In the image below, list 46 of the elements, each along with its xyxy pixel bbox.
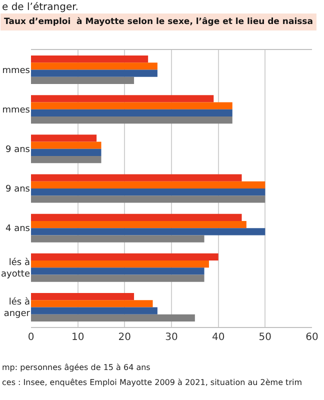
bar bbox=[31, 70, 158, 77]
bar bbox=[31, 253, 218, 261]
bar bbox=[31, 268, 204, 275]
bar bbox=[31, 314, 195, 322]
bar bbox=[31, 102, 232, 110]
x-tick-label: 30 bbox=[165, 332, 178, 343]
bar bbox=[31, 156, 102, 164]
y-tick-label: 4 ans bbox=[6, 224, 30, 234]
x-tick-label: 50 bbox=[258, 332, 272, 343]
bar bbox=[31, 196, 266, 203]
bar bbox=[31, 134, 97, 142]
bar bbox=[31, 62, 158, 70]
bar bbox=[31, 235, 204, 242]
bar bbox=[31, 148, 102, 156]
bar bbox=[31, 228, 266, 236]
bar bbox=[31, 307, 158, 314]
bar bbox=[31, 220, 246, 228]
x-tick-label: 0 bbox=[28, 332, 34, 343]
bar bbox=[31, 109, 232, 116]
y-tick-label: mmes bbox=[2, 66, 30, 76]
bar bbox=[31, 76, 134, 84]
bar bbox=[31, 56, 148, 63]
bar bbox=[31, 274, 204, 282]
y-tick-label: 9 ans bbox=[6, 145, 30, 156]
bar bbox=[31, 214, 242, 221]
x-tick-label: 20 bbox=[118, 332, 132, 343]
x-tick-label: 40 bbox=[212, 332, 225, 343]
bar bbox=[31, 292, 134, 300]
bar bbox=[31, 260, 209, 268]
bar bbox=[31, 142, 102, 149]
x-tick-label: 60 bbox=[306, 332, 318, 343]
x-tick-label: 10 bbox=[71, 332, 84, 343]
bar bbox=[31, 95, 214, 102]
y-tick-label: lés à anger bbox=[4, 296, 30, 320]
text: ces : Insee, enquêtes Emploi Mayotte 2009 à 2021, situation au 2ème trim bbox=[2, 378, 302, 387]
bar bbox=[31, 188, 266, 196]
chart-title: Taux d’emploi à Mayotte selon le sexe, l’âge et le lieu de naissa bbox=[4, 17, 314, 27]
y-tick-label: mmes bbox=[2, 106, 30, 116]
y-tick-label: 9 ans bbox=[6, 184, 30, 195]
bar bbox=[31, 174, 242, 182]
text: e de l’étranger. bbox=[2, 2, 78, 13]
bar bbox=[31, 300, 153, 308]
bar bbox=[31, 181, 266, 188]
bar bbox=[31, 116, 232, 124]
y-tick-label: lés à ayotte bbox=[1, 256, 30, 280]
text: mp: personnes âgées de 15 à 64 ans bbox=[2, 363, 150, 372]
